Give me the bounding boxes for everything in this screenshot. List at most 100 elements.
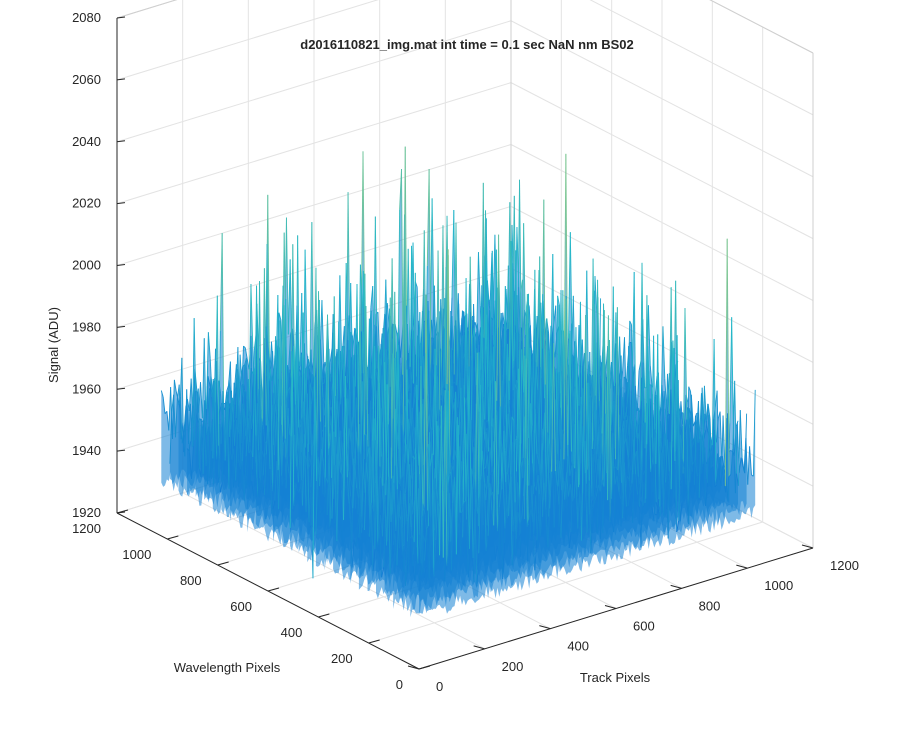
surface-segment — [207, 428, 211, 478]
surface-segment — [197, 427, 200, 470]
surface-segment — [336, 321, 340, 410]
surface-segment — [173, 379, 177, 392]
surface-segment — [284, 438, 288, 460]
surface-mesh — [160, 146, 756, 618]
surface-segment — [538, 270, 542, 379]
surface-segment — [272, 403, 276, 446]
surface-segment — [402, 270, 406, 443]
surface-segment — [536, 270, 540, 367]
surface-segment — [461, 385, 465, 435]
surface-segment — [160, 390, 164, 398]
surface-segment — [380, 327, 384, 366]
surface-segment — [429, 345, 433, 392]
surface-segment — [310, 487, 314, 579]
surface-segment — [409, 437, 413, 459]
surface-segment — [411, 426, 415, 451]
surface-segment — [309, 383, 313, 393]
surface-segment — [324, 477, 327, 480]
surface-segment — [183, 405, 187, 431]
surface-segment — [622, 337, 625, 371]
surface-segment — [207, 332, 211, 359]
surface-segment — [321, 448, 324, 462]
surface-segment — [330, 415, 333, 440]
surface-segment — [355, 431, 359, 453]
surface-segment — [294, 434, 297, 467]
surface-segment — [261, 418, 265, 430]
surface-segment — [507, 202, 511, 330]
surface-segment — [513, 332, 517, 367]
surface-segment — [365, 306, 369, 447]
surface-segment — [421, 230, 425, 357]
surface-segment — [339, 275, 343, 366]
surface-segment — [251, 371, 255, 376]
surface-segment — [232, 397, 235, 446]
surface-segment — [406, 360, 410, 392]
surface-segment — [387, 297, 391, 425]
surface-segment — [343, 262, 347, 392]
surface-segment — [229, 448, 233, 460]
surface-segment — [269, 469, 273, 514]
surface-segment — [376, 345, 380, 476]
surface-segment — [237, 427, 240, 435]
surface-segment — [375, 369, 379, 380]
surface-segment — [273, 336, 277, 394]
surface-segment — [500, 380, 503, 423]
surface-segment — [276, 461, 280, 510]
surface-segment — [270, 368, 274, 492]
surface-segment — [542, 294, 545, 399]
surface-segment — [214, 377, 218, 460]
surface-segment — [370, 378, 374, 402]
surface-segment — [200, 418, 204, 474]
surface-segment — [250, 284, 254, 349]
surface-segment — [240, 403, 244, 444]
grid-line — [116, 267, 512, 390]
surface-segment — [438, 407, 442, 416]
surface-segment — [470, 420, 474, 453]
surface-segment — [303, 368, 307, 416]
surface-segment — [324, 367, 328, 497]
surface-segment — [228, 429, 232, 489]
surface-segment — [241, 461, 245, 501]
surface-segment — [181, 430, 185, 444]
surface-segment — [285, 390, 289, 407]
surface-segment — [516, 227, 520, 288]
surface-segment — [330, 356, 333, 382]
surface-segment — [354, 283, 358, 387]
surface-segment — [436, 376, 440, 415]
grid-line — [116, 205, 512, 328]
surface-segment — [352, 417, 355, 464]
surface-segment — [188, 378, 192, 411]
surface-segment — [295, 482, 299, 492]
surface-segment — [432, 285, 435, 338]
surface-segment — [451, 372, 455, 400]
grid-line — [116, 144, 512, 266]
surface-segment — [295, 401, 299, 451]
surface-segment — [293, 482, 297, 507]
surface-segment — [341, 388, 345, 444]
surface-segment — [496, 411, 500, 449]
surface-segment — [233, 418, 237, 423]
surface-segment — [341, 428, 345, 455]
surface-segment — [451, 316, 455, 364]
surface-segment — [308, 359, 311, 372]
surface-segment — [329, 391, 333, 411]
surface-segment — [408, 419, 411, 438]
surface-segment — [335, 419, 339, 473]
surface-segment — [398, 364, 402, 399]
surface-segment — [309, 222, 313, 367]
surface-segment — [317, 458, 321, 487]
surface-segment — [233, 448, 237, 481]
surface-segment — [432, 369, 435, 380]
surface-segment — [292, 244, 296, 379]
surface-segment — [451, 210, 455, 298]
surface-segment — [402, 406, 406, 439]
surface-segment — [274, 461, 278, 501]
box-edge — [709, 0, 814, 54]
surface-segment — [428, 414, 432, 430]
surface-segment — [540, 294, 544, 379]
surface-segment — [271, 483, 275, 514]
surface-segment — [361, 331, 365, 374]
surface-segment — [293, 345, 296, 405]
surface-segment — [185, 405, 189, 411]
